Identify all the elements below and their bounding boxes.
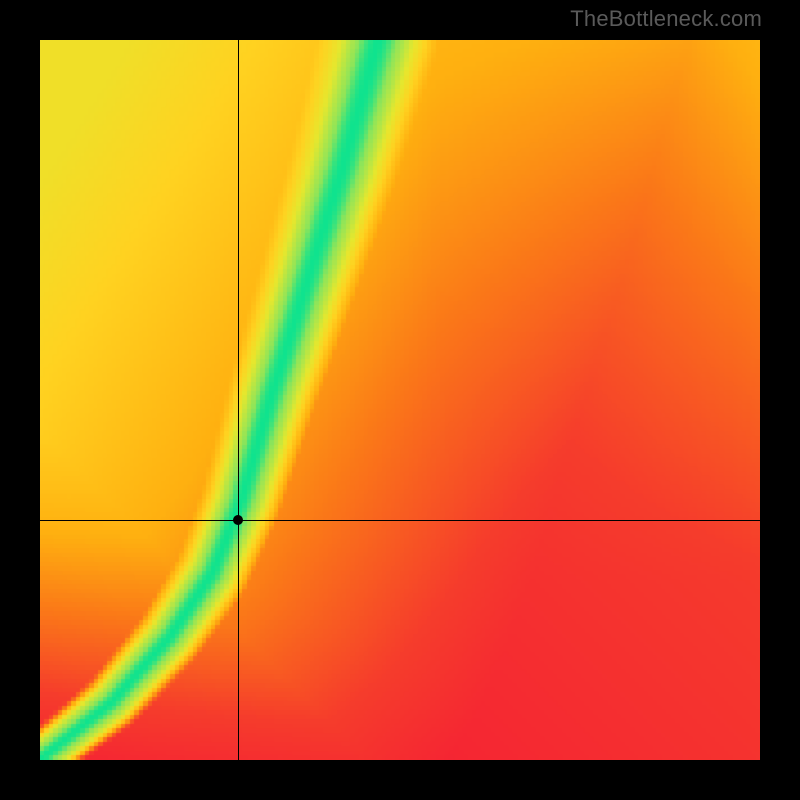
crosshair-horizontal <box>40 520 760 521</box>
watermark-label: TheBottleneck.com <box>570 6 762 32</box>
crosshair-marker <box>233 515 243 525</box>
crosshair-vertical <box>238 40 239 760</box>
heatmap-canvas <box>40 40 760 760</box>
chart-container: TheBottleneck.com <box>0 0 800 800</box>
plot-area <box>40 40 760 760</box>
